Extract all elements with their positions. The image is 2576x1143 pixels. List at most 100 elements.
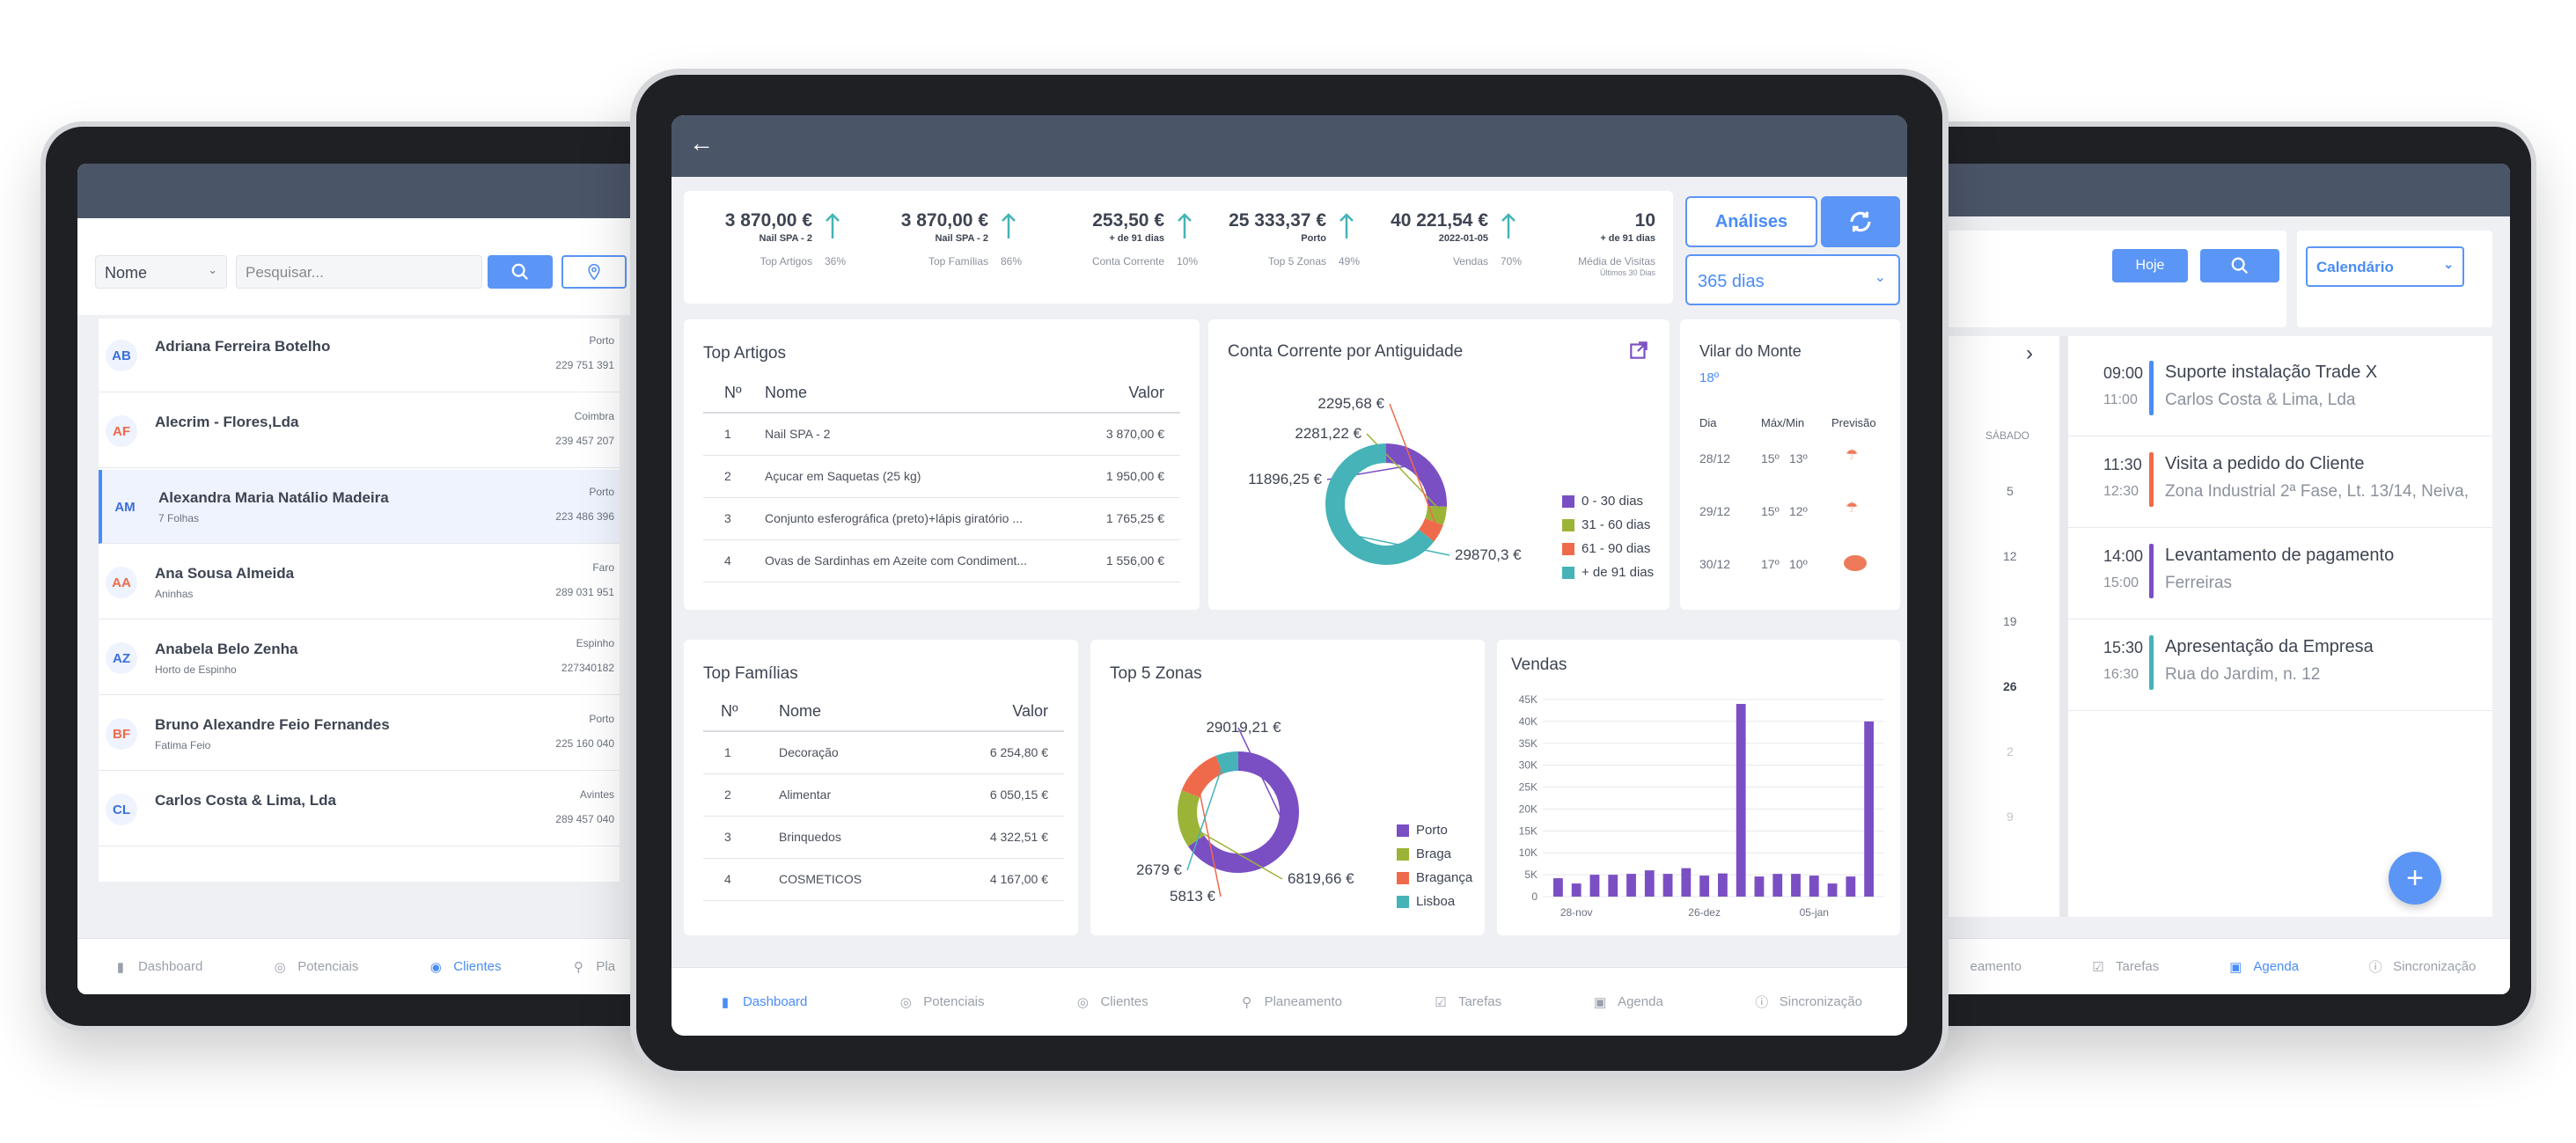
kpi-item[interactable]: 25 333,37 € Porto Top 5 Zonas 49% xyxy=(1185,191,1360,304)
agenda-event[interactable]: 14:00 15:00 Levantamento de pagamento Ferre… xyxy=(2068,528,2492,619)
nav-clientes[interactable]: ◎ Clientes xyxy=(1074,993,1149,1011)
agenda-event[interactable]: 09:00 11:00 Suporte instalação Trade X Carl… xyxy=(2068,345,2492,436)
period-select[interactable]: 365 dias ⌄ xyxy=(1685,254,1900,305)
pin-icon: ⚲ xyxy=(1242,994,1252,1010)
table-row[interactable]: 1 Decoração 6 254,80 € xyxy=(703,731,1064,774)
event-location: Zona Industrial 2ª Fase, Lt. 13/14, Neiv… xyxy=(2165,482,2469,501)
bar[interactable] xyxy=(1846,876,1856,897)
nav-clientes[interactable]: ◉ Clientes xyxy=(427,958,502,976)
bar[interactable] xyxy=(1699,876,1710,897)
agenda-event[interactable]: 15:30 16:30 Apresentação da Empresa Rua do … xyxy=(2068,619,2492,711)
legend-label: + de 91 dias xyxy=(1582,565,1655,580)
col-header: Nº xyxy=(703,692,779,732)
nav-planeamento[interactable]: ⚲ Pla xyxy=(569,958,615,976)
user-circle-icon: ◎ xyxy=(274,959,286,975)
nav-tarefas[interactable]: ☑ Tarefas xyxy=(2089,958,2159,976)
client-row[interactable]: CL Carlos Costa & Lima, Lda Avintes 289 457… xyxy=(99,773,620,846)
client-row[interactable]: AF Alecrim - Flores,Lda Coimbra 239 457 207 xyxy=(99,394,620,468)
legend-swatch xyxy=(1397,871,1409,884)
day-2[interactable]: 2 xyxy=(2007,744,2014,758)
kpi-item[interactable]: 3 870,00 € Nail SPA - 2 Top Famílias 86% xyxy=(848,191,1022,304)
nav-planeamento[interactable]: eamento xyxy=(1970,959,2022,974)
search-button[interactable] xyxy=(2200,249,2279,282)
nav-potenciais[interactable]: ◎ Potenciais xyxy=(897,993,985,1011)
table-row[interactable]: 4 Ovas de Sardinhas em Azeite com Condime… xyxy=(703,539,1180,582)
bar[interactable] xyxy=(1864,721,1875,897)
donut-slice xyxy=(1424,505,1447,525)
bar[interactable] xyxy=(1681,868,1692,897)
agenda-event[interactable]: 11:30 12:30 Visita a pedido do Cliente Zona… xyxy=(2068,436,2492,528)
bar[interactable] xyxy=(1626,874,1636,897)
legend-swatch xyxy=(1562,518,1574,531)
analises-button[interactable]: Análises xyxy=(1685,196,1817,247)
table-row[interactable]: 2 Açucar em Saquetas (25 kg) 1 950,00 € xyxy=(703,455,1180,498)
nav-agenda[interactable]: ▣ Agenda xyxy=(1591,993,1663,1011)
bar[interactable] xyxy=(1827,883,1838,897)
client-row[interactable]: AZ Anabela Belo Zenha Horto de Espinho Espi… xyxy=(99,621,620,695)
nav-dashboard[interactable]: ▮ Dashboard xyxy=(112,958,203,976)
add-event-button[interactable]: + xyxy=(2389,852,2441,905)
filter-select[interactable]: Nome ⌄ xyxy=(95,255,227,289)
bar[interactable] xyxy=(1644,870,1655,897)
external-link-icon[interactable] xyxy=(1627,339,1650,362)
avatar: AF xyxy=(106,415,137,447)
bar[interactable] xyxy=(1736,703,1746,897)
refresh-button[interactable] xyxy=(1821,196,1900,247)
table-row[interactable]: 3 Conjunto esferográfica (preto)+lápis gi… xyxy=(703,497,1180,540)
calendar-select[interactable]: Calendário ⌄ xyxy=(2306,246,2464,287)
bar[interactable] xyxy=(1809,876,1819,897)
data-label: 5813 € xyxy=(1170,888,1216,905)
nav-planeamento[interactable]: ⚲ Planeamento xyxy=(1238,993,1342,1011)
client-row[interactable]: AM Alexandra Maria Natálio Madeira 7 Folha… xyxy=(99,470,620,544)
bar[interactable] xyxy=(1791,874,1801,897)
client-row[interactable]: AA Ana Sousa Almeida Aninhas Faro 289 031 95… xyxy=(99,546,620,619)
kpi-subtitle: Nail SPA - 2 xyxy=(935,233,988,244)
legend-item: 0 - 30 dias xyxy=(1562,494,1643,509)
bar[interactable] xyxy=(1608,875,1618,897)
event-end-time: 11:00 xyxy=(2103,392,2138,407)
table-cell: 6 254,80 € xyxy=(955,731,1064,774)
nav-sincronizacao[interactable]: ⓘ Sincronização xyxy=(2367,958,2477,976)
bar[interactable] xyxy=(1754,876,1765,897)
day-9[interactable]: 9 xyxy=(2007,810,2014,824)
nav-dashboard[interactable]: ▮ Dashboard xyxy=(716,993,808,1011)
chevron-right-icon[interactable]: › xyxy=(2026,341,2033,365)
bar[interactable] xyxy=(1662,874,1673,897)
card-title: Top 5 Zonas xyxy=(1110,664,1202,683)
nav-potenciais[interactable]: ◎ Potenciais xyxy=(271,958,359,976)
kpi-item[interactable]: 40 221,54 € 2022-01-05 Vendas 70% xyxy=(1347,191,1522,304)
table-row[interactable]: 3 Brinquedos 4 322,51 € xyxy=(703,816,1064,859)
kpi-item[interactable]: 10 + de 91 dias Média de Visitas Últimos 30… xyxy=(1515,191,1655,304)
day-19[interactable]: 19 xyxy=(2003,614,2017,628)
day-26[interactable]: 26 xyxy=(2003,679,2017,693)
kpi-item[interactable]: 253,50 € + de 91 dias Conta Corrente 10% xyxy=(1024,191,1198,304)
bar[interactable] xyxy=(1772,874,1783,897)
event-color-bar xyxy=(2149,544,2154,598)
day-12[interactable]: 12 xyxy=(2003,549,2017,563)
bar[interactable] xyxy=(1553,878,1563,897)
leader-line xyxy=(1237,727,1293,841)
table-row[interactable]: 4 COSMETICOS 4 167,00 € xyxy=(703,858,1064,901)
left-header-bar xyxy=(77,164,650,218)
today-button[interactable]: Hoje xyxy=(2112,249,2188,282)
bar[interactable] xyxy=(1589,875,1600,897)
client-name: Adriana Ferreira Botelho xyxy=(155,338,331,355)
center-header-bar: ← xyxy=(672,115,1907,177)
search-input[interactable]: Pesquisar... xyxy=(236,255,482,289)
search-button[interactable] xyxy=(488,255,553,289)
bar[interactable] xyxy=(1571,883,1582,897)
kpi-item[interactable]: 3 870,00 € Nail SPA - 2 Top Artigos 36% xyxy=(672,191,846,304)
table-row[interactable]: 2 Alimentar 6 050,15 € xyxy=(703,773,1064,817)
map-button[interactable] xyxy=(561,255,627,289)
back-arrow-icon[interactable]: ← xyxy=(689,129,714,157)
nav-tarefas[interactable]: ☑ Tarefas xyxy=(1432,993,1501,1011)
nav-agenda[interactable]: ▣ Agenda xyxy=(2227,958,2299,976)
day-5[interactable]: 5 xyxy=(2007,484,2014,498)
client-row[interactable]: AB Adriana Ferreira Botelho Porto 229 751 3… xyxy=(99,319,620,392)
bar[interactable] xyxy=(1718,873,1728,897)
nav-sincronizacao[interactable]: ⓘ Sincronização xyxy=(1753,993,1862,1011)
col-header: Máx/Min xyxy=(1761,416,1805,429)
client-row[interactable]: BF Bruno Alexandre Feio Fernandes Fatima F… xyxy=(99,697,620,771)
